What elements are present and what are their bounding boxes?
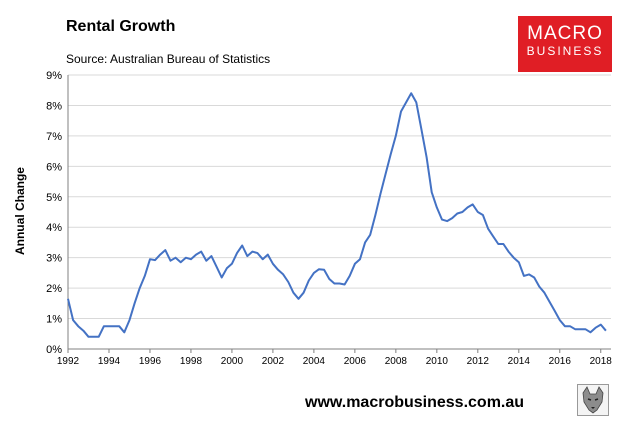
x-tick-label: 1996 [139,356,162,367]
y-tick-label: 3% [46,253,62,265]
y-tick-label: 7% [46,131,62,143]
y-tick-label: 0% [46,344,62,356]
x-tick-label: 2016 [549,356,572,367]
y-tick-label: 4% [46,222,62,234]
x-tick-label: 2006 [344,356,367,367]
x-tick-label: 2004 [303,356,326,367]
y-tick-label: 2% [46,283,62,295]
x-tick-label: 2000 [221,356,244,367]
y-tick-label: 5% [46,192,62,204]
wolf-icon [577,384,609,416]
x-tick-label: 2014 [508,356,531,367]
x-tick-label: 2008 [385,356,408,367]
chart-source: Source: Australian Bureau of Statistics [66,52,271,66]
y-tick-label: 6% [46,161,62,173]
x-tick-label: 2010 [426,356,449,367]
website-url[interactable]: www.macrobusiness.com.au [305,394,525,411]
x-tick-label: 2012 [467,356,490,367]
logo-line1: MACRO [527,23,603,44]
x-tick-label: 1994 [98,356,121,367]
y-tick-label: 1% [46,314,62,326]
series-line [67,92,607,338]
x-tick-label: 2002 [262,356,285,367]
x-tick-label: 1992 [57,356,80,367]
y-tick-label: 9% [46,70,62,82]
y-tick-label: 8% [46,100,62,112]
macrobusiness-logo[interactable]: MACRO BUSINESS [518,16,612,72]
chart-title: Rental Growth [66,18,176,35]
x-tick-label: 2018 [590,356,613,367]
x-tick-label: 1998 [180,356,203,367]
logo-line2: BUSINESS [526,44,604,58]
